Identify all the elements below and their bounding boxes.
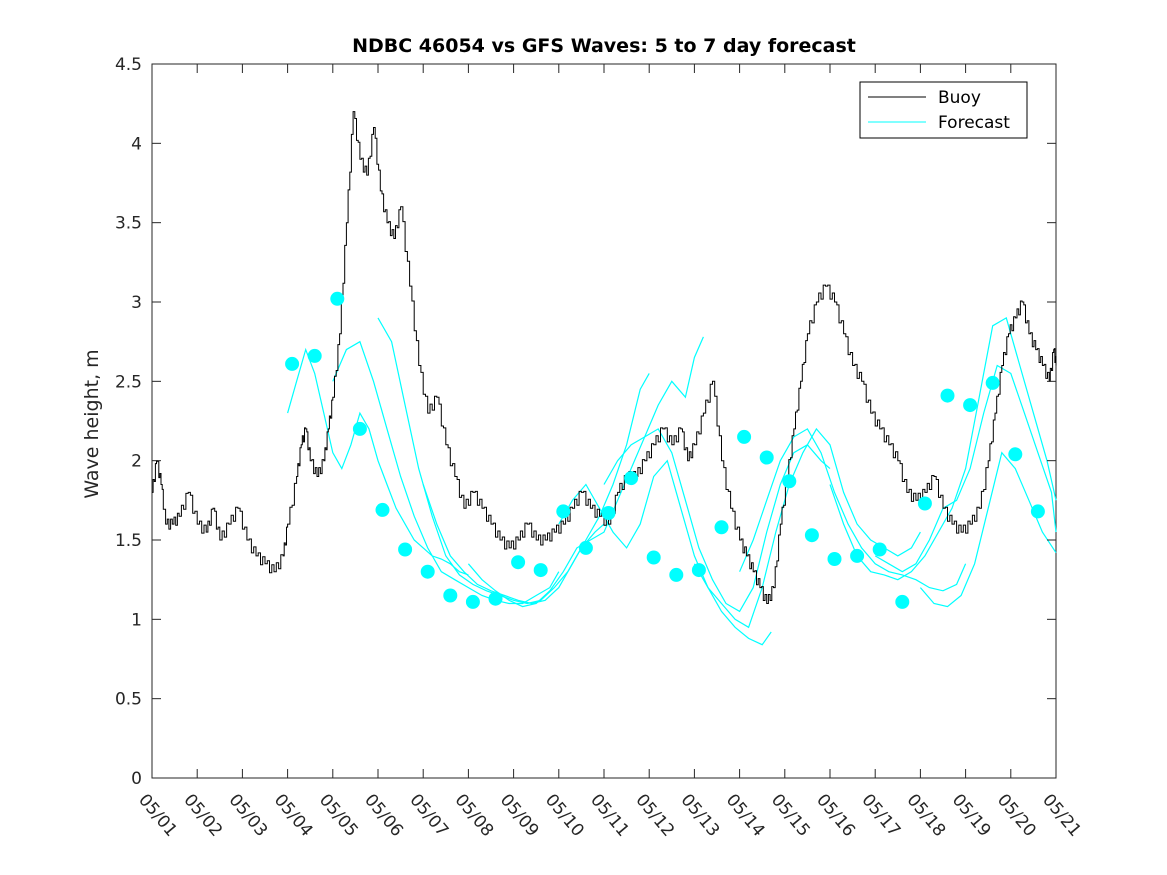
forecast-marker-point	[624, 471, 639, 486]
forecast-marker-point	[917, 496, 932, 511]
forecast-series-line	[603, 428, 831, 613]
forecast-marker-point	[872, 542, 887, 557]
x-tick-label: 05/07	[405, 790, 452, 840]
forecast-marker-point	[827, 552, 842, 566]
y-axis-label: Wave height, m	[81, 349, 103, 498]
forecast-series-line	[287, 347, 469, 576]
forecast-marker-point	[782, 474, 797, 489]
forecast-marker-point	[488, 591, 503, 606]
forecast-marker-point	[1008, 447, 1023, 462]
plot-area	[151, 63, 1057, 779]
forecast-marker-point	[963, 398, 978, 413]
legend-forecast-label: Forecast	[938, 113, 1010, 133]
y-tick-label: 4.5	[115, 55, 142, 75]
y-tick-label: 0.5	[115, 690, 142, 710]
forecast-series-line	[739, 428, 967, 592]
forecast-marker-point	[578, 540, 593, 555]
forecast-marker-point	[714, 520, 729, 535]
x-tick-label: 05/21	[1038, 790, 1085, 840]
forecast-marker-point	[285, 356, 300, 371]
forecast-lines	[287, 316, 1057, 646]
legend: Buoy Forecast	[859, 81, 1028, 139]
x-tick-label: 05/04	[270, 790, 317, 840]
forecast-series-line	[829, 316, 1057, 581]
y-tick-label: 1.5	[115, 531, 142, 551]
x-tick-label: 05/01	[134, 790, 181, 840]
forecast-marker-point	[804, 528, 819, 543]
x-tick-label: 05/05	[315, 790, 362, 840]
forecast-marker-point	[398, 542, 413, 557]
forecast-marker-point	[420, 564, 435, 579]
y-tick-label: 2.5	[115, 372, 142, 392]
forecast-marker-point	[352, 421, 367, 436]
forecast-series-line	[558, 459, 772, 646]
y-tick-label: 2	[131, 452, 142, 472]
y-tick-label: 3.5	[115, 214, 142, 234]
x-tick-label: 05/06	[360, 790, 407, 840]
forecast-marker-point	[465, 594, 480, 609]
x-tick-label: 05/16	[812, 790, 859, 840]
y-axis: 0 0.5 1 1.5 2 2.5 3 3.5 4 4.5	[115, 55, 1056, 789]
forecast-marker-point	[307, 348, 322, 363]
forecast-marker-point	[556, 504, 571, 519]
forecast-marker-point	[646, 550, 661, 565]
buoy-lines	[152, 111, 1057, 604]
x-tick-label: 05/09	[496, 790, 543, 840]
x-tick-label: 05/14	[722, 790, 769, 840]
x-tick-label: 05/02	[179, 790, 226, 840]
x-tick-label: 05/13	[677, 790, 724, 840]
x-tick-label: 05/15	[767, 790, 814, 840]
forecast-marker-point	[737, 429, 752, 444]
forecast-marker-point	[669, 567, 684, 582]
x-tick-label: 05/20	[993, 790, 1040, 840]
forecast-marker-point	[940, 388, 955, 403]
forecast-marker-point	[601, 506, 616, 520]
chart-title: NDBC 46054 vs GFS Waves: 5 to 7 day fore…	[352, 35, 856, 57]
plot-frame	[151, 63, 1057, 779]
x-tick-label: 05/08	[451, 790, 498, 840]
forecast-marker-point	[691, 563, 706, 578]
forecast-marker-point	[330, 291, 345, 306]
y-tick-label: 1	[131, 610, 142, 630]
forecast-markers	[285, 291, 1045, 609]
forecast-marker-point	[375, 502, 390, 517]
legend-buoy-label: Buoy	[938, 88, 981, 108]
forecast-marker-point	[1030, 504, 1045, 519]
x-tick-label: 05/19	[948, 790, 995, 840]
x-tick-label: 05/18	[903, 790, 950, 840]
buoy-series-line	[152, 111, 1057, 604]
forecast-marker-point	[850, 548, 865, 563]
forecast-series-line	[467, 336, 704, 608]
forecast-marker-point	[511, 555, 526, 570]
x-tick-label: 05/11	[586, 790, 633, 840]
forecast-marker-point	[895, 594, 910, 609]
y-tick-label: 0	[131, 769, 142, 789]
forecast-series-line	[874, 364, 1057, 573]
x-tick-label: 05/10	[541, 790, 588, 840]
legend-box	[859, 81, 1028, 139]
forecast-marker-point	[985, 375, 1000, 390]
forecast-marker-point	[443, 588, 458, 603]
forecast-marker-point	[759, 450, 774, 465]
forecast-marker-point	[533, 563, 548, 578]
x-tick-label: 05/17	[857, 790, 904, 840]
x-tick-label: 05/03	[225, 790, 272, 840]
y-tick-label: 4	[131, 134, 142, 154]
y-tick-label: 3	[131, 293, 142, 313]
x-tick-label: 05/12	[631, 790, 678, 840]
